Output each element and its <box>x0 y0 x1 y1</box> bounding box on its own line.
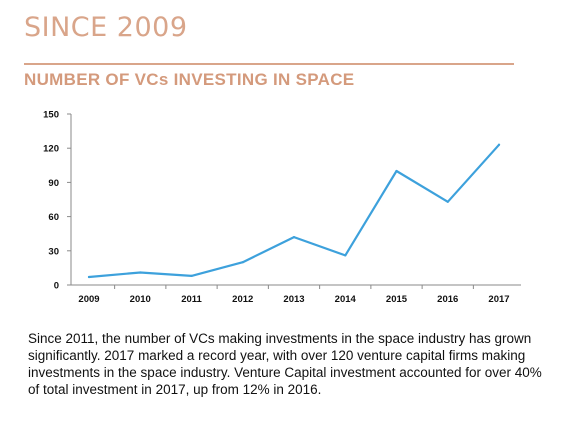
data-point <box>241 261 244 264</box>
x-tick-label: 2012 <box>232 294 253 305</box>
data-point <box>292 236 296 239</box>
chart-caption: Since 2011, the number of VCs making inv… <box>28 331 542 397</box>
y-axis: 0 30 60 90 120 150 <box>43 110 72 292</box>
series-line <box>87 143 501 279</box>
y-tick-label: 0 <box>54 281 59 292</box>
x-tick-label: 2010 <box>130 294 151 305</box>
data-point <box>395 169 398 173</box>
section-kicker: SINCE 2009 <box>24 12 188 43</box>
x-tick-label: 2017 <box>488 294 509 305</box>
y-tick-label: 120 <box>43 144 59 155</box>
data-point <box>190 274 193 277</box>
data-point <box>344 254 347 257</box>
data-point <box>497 143 501 146</box>
x-tick-label: 2011 <box>181 294 202 305</box>
y-tick-label: 150 <box>43 110 59 121</box>
series <box>87 143 501 279</box>
x-tick-label: 2016 <box>437 294 458 305</box>
x-tick-label: 2014 <box>335 294 357 305</box>
x-tick-label: 2013 <box>283 294 304 305</box>
chart-title: NUMBER OF VCs INVESTING IN SPACE <box>24 70 355 89</box>
x-tick-label: 2015 <box>386 294 408 305</box>
y-tick-label: 90 <box>48 178 59 189</box>
y-tick-label: 30 <box>48 246 59 257</box>
x-axis: 2009 2010 2011 2012 2013 2014 2015 2016 2017 <box>71 284 521 305</box>
y-tick-label: 60 <box>48 212 59 223</box>
data-point <box>87 275 91 279</box>
data-point <box>446 200 449 203</box>
x-tick-label: 2009 <box>78 294 99 305</box>
section-divider <box>24 63 514 65</box>
data-point <box>139 271 142 274</box>
